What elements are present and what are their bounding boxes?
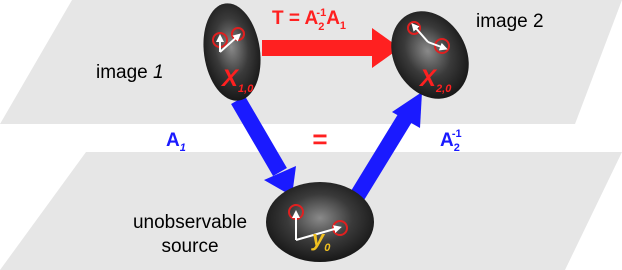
equals-label: = bbox=[312, 124, 327, 154]
source-label-2: source bbox=[161, 236, 218, 257]
a1-label: A1 bbox=[166, 130, 186, 154]
image-2-label: image 2 bbox=[476, 11, 544, 32]
diagram: image 1 image 2 T = A2-1A1 X1,0 X2,0 A1 … bbox=[0, 0, 622, 270]
a2-label: A2-1 bbox=[440, 128, 462, 154]
source-label-1: unobservable bbox=[133, 212, 247, 233]
image-1-label: image 1 bbox=[96, 62, 164, 83]
